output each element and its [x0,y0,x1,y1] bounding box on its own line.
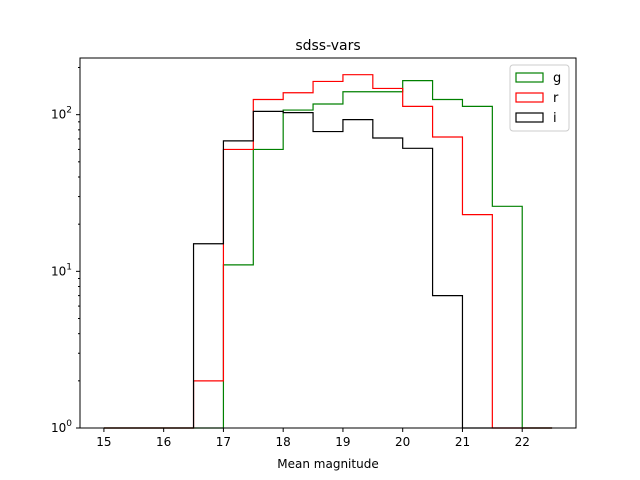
legend-swatch-i [515,112,544,123]
legend-swatch-r [515,92,544,103]
y-tick-label: 100 [51,419,72,435]
y-tick-label: 101 [51,262,72,278]
x-tick-label: 21 [455,435,470,449]
chart-title: sdss-vars [295,38,360,54]
x-axis: 15 16 17 18 19 20 21 22 [96,428,530,449]
plot-frame [79,57,577,429]
legend-swatch-g [515,72,544,83]
x-tick-label: 17 [216,435,231,449]
series-layer [103,74,553,429]
histogram-series-i [103,110,553,429]
y-axis: 100 101 102 [51,67,80,435]
histogram-series-r [103,74,553,429]
x-axis-label: Mean magnitude [277,457,378,471]
legend-label-r: r [553,91,559,106]
x-tick-label: 18 [276,435,291,449]
x-tick-label: 15 [96,435,111,449]
y-tick-label: 102 [51,106,72,122]
legend: gri [509,64,570,132]
histogram-series-g [103,80,553,429]
x-tick-label: 22 [515,435,530,449]
legend-label-i: i [553,111,557,126]
legend-label-g: g [553,71,561,86]
x-tick-label: 19 [335,435,350,449]
x-tick-label: 20 [395,435,410,449]
x-tick-label: 16 [156,435,171,449]
